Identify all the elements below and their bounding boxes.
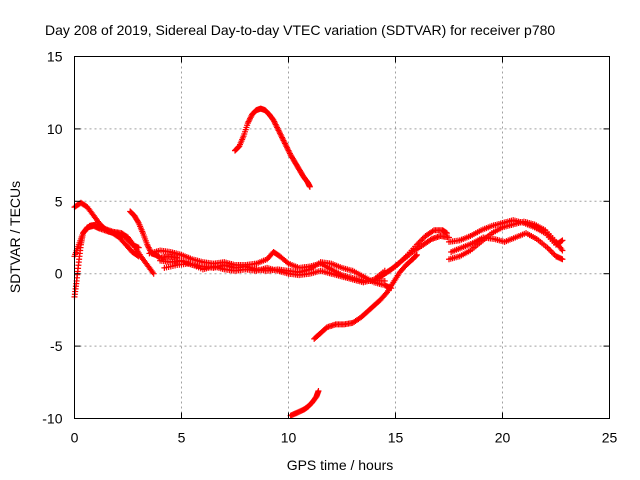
series-track-late-c — [448, 230, 566, 263]
series-track-late-b — [446, 217, 566, 248]
data-point — [413, 251, 420, 258]
x-tick-label: 25 — [602, 430, 618, 446]
x-axis: 0 5 10 15 20 25 — [71, 56, 618, 446]
data-point — [559, 237, 566, 244]
x-tick-label: 20 — [495, 430, 511, 446]
data-point — [559, 256, 566, 263]
x-tick-label: 15 — [388, 430, 404, 446]
data-point — [550, 250, 557, 257]
data-point — [443, 230, 450, 237]
y-tick-label: 15 — [47, 49, 63, 65]
series-track-flat-c — [161, 260, 388, 286]
series-track-early-mid — [71, 221, 157, 277]
data-point — [548, 248, 555, 255]
data-point — [413, 252, 420, 259]
data-point — [559, 247, 566, 254]
y-tick-label: -5 — [50, 338, 63, 354]
series-track-climb — [311, 251, 420, 342]
series-track-rise-b — [377, 233, 452, 280]
grid-lines — [74, 56, 610, 419]
chart-title: Day 208 of 2019, Sidereal Day-to-day VTE… — [45, 22, 555, 38]
plot-frame — [74, 56, 610, 419]
y-tick-label: -10 — [42, 411, 62, 427]
x-axis-label: GPS time / hours — [287, 457, 394, 473]
y-tick-label: 10 — [47, 121, 63, 137]
y-axis: -10 -5 0 5 10 15 — [42, 49, 610, 427]
y-axis-label: SDTVAR / TECUs — [7, 181, 23, 293]
data-point — [558, 238, 565, 245]
data-point — [547, 247, 554, 254]
x-tick-label: 5 — [178, 430, 186, 446]
y-tick-label: 5 — [55, 193, 63, 209]
data-point — [174, 254, 181, 261]
data-point — [545, 246, 552, 253]
data-point — [150, 270, 157, 277]
y-tick-label: 0 — [55, 266, 63, 282]
x-tick-label: 0 — [71, 430, 79, 446]
data-point — [315, 387, 322, 394]
series-track-peak — [232, 105, 313, 190]
data-points — [71, 105, 566, 419]
series-track-low — [287, 387, 322, 419]
x-tick-label: 10 — [281, 430, 297, 446]
data-point — [306, 183, 313, 190]
